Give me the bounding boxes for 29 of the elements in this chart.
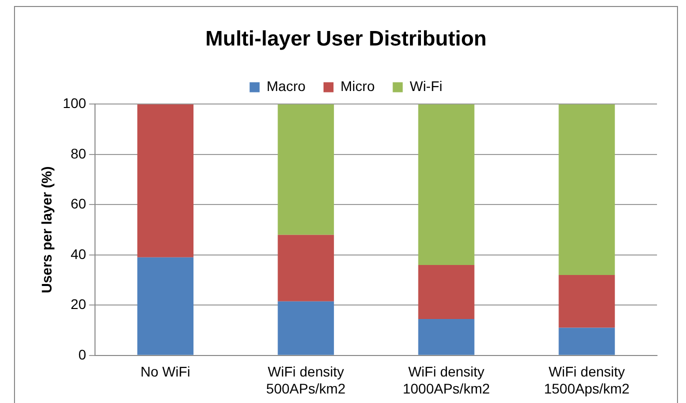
category-label: No WiFi <box>140 364 190 380</box>
bar <box>418 104 474 265</box>
bar <box>418 264 474 319</box>
category-label: WiFi density <box>268 364 344 380</box>
bar <box>558 104 615 276</box>
legend-label: Macro <box>266 78 306 94</box>
category-label: WiFi density <box>548 364 625 380</box>
legend-label: Micro <box>340 78 375 94</box>
category-label: WiFi density <box>408 364 484 380</box>
category-label: 1000APs/km2 <box>402 380 490 396</box>
bar <box>137 257 194 355</box>
bar <box>278 104 334 235</box>
bar <box>278 234 334 302</box>
y-tick-label: 0 <box>78 346 86 362</box>
y-tick-label: 20 <box>70 296 86 312</box>
legend-label: Wi-Fi <box>410 78 442 94</box>
bar <box>558 328 615 355</box>
bar <box>137 104 194 258</box>
category-label: 1500Aps/km2 <box>544 380 630 396</box>
y-tick-label: 100 <box>62 95 86 112</box>
y-axis-title: Users per layer (%) <box>38 166 54 294</box>
y-tick-label: 40 <box>70 246 86 262</box>
y-tick-label: 60 <box>70 196 86 212</box>
bar <box>418 318 474 355</box>
bar <box>558 275 615 328</box>
y-tick-label: 80 <box>70 145 86 162</box>
bar <box>278 301 334 355</box>
chart-title: Multi-layer User Distribution <box>205 27 487 50</box>
category-label: 500APs/km2 <box>266 380 346 396</box>
